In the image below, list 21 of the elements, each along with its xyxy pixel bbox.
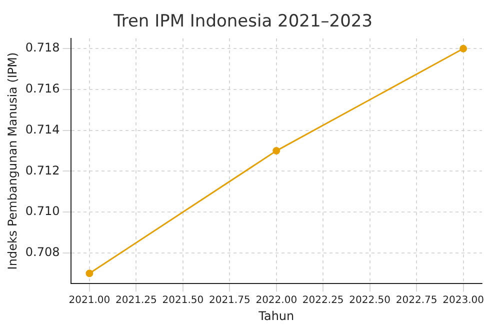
point xyxy=(86,270,94,278)
chart-title: Tren IPM Indonesia 2021–2023 xyxy=(112,12,373,32)
y-tick-label: 0.718 xyxy=(25,40,60,55)
x-tick-label: 2021.50 xyxy=(162,295,204,306)
y-axis-title: Indeks Pembangunan Manusia (IPM) xyxy=(5,52,20,270)
x-axis-title: Tahun xyxy=(258,308,294,323)
x-tick-label: 2021.75 xyxy=(208,295,250,306)
y-tick-label: 0.712 xyxy=(25,163,60,178)
y-tick-label: 0.716 xyxy=(25,82,60,96)
point xyxy=(460,44,468,52)
x-tick-label: 2022.25 xyxy=(302,295,344,306)
y-tick-label: 0.714 xyxy=(25,122,60,136)
x-tick-label: 2021.00 xyxy=(68,295,110,306)
x-tick-label: 2023.00 xyxy=(442,295,484,306)
x-tick-label: 2021.25 xyxy=(116,295,157,306)
y-tick-label: 0.708 xyxy=(25,245,60,260)
x-tick-label: 2022.75 xyxy=(396,295,438,306)
x-tick-label: 2022.00 xyxy=(256,295,298,306)
y-tick-label: 0.710 xyxy=(25,204,60,218)
point xyxy=(272,147,280,155)
x-tick-label: 2022.50 xyxy=(349,295,391,306)
